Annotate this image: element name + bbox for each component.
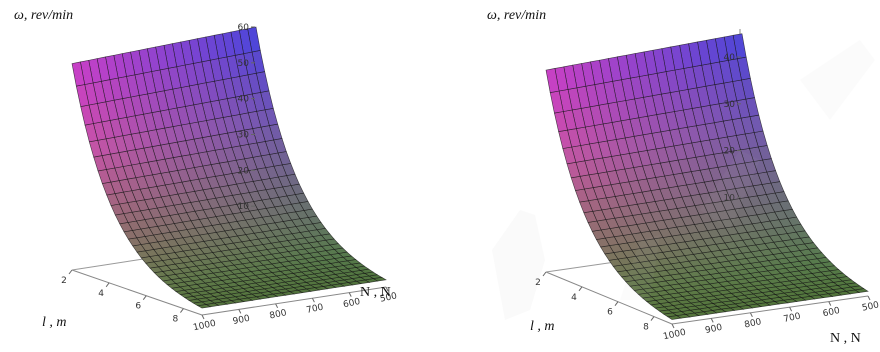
z-axis-label: ω, rev/min [14,8,73,23]
z-tick-label: 30 [724,100,736,110]
z-tick-label: 10 [238,202,250,212]
surface-cell [71,61,86,87]
y-tick-label: 700 [783,312,802,325]
x-tick-label: 2 [535,278,541,288]
x-axis-line [545,271,673,325]
z-tick-label: 60 [238,23,250,33]
x-axis-line [71,269,203,316]
y-tick-mark [238,309,242,314]
x-tick-mark [614,301,619,307]
z-axis-label: ω, rev/min [487,8,546,23]
x-tick-mark [578,286,583,292]
z-tick-label: 40 [724,53,736,63]
x-tick-label: 4 [98,289,104,299]
x-tick-mark [105,282,110,288]
z-tick-label: 20 [238,166,250,176]
y-tick-label: 1000 [192,319,217,334]
y-tick-mark [348,292,352,297]
y-tick-label: 600 [342,297,361,310]
y-tick-label: 800 [744,317,763,330]
x-tick-mark [142,295,147,301]
y-tick-mark [671,323,675,329]
y-tick-label: 600 [822,306,841,319]
x-tick-label: 8 [173,315,179,325]
y-tick-label: 900 [704,323,723,336]
y-tick-mark [867,295,871,301]
y-tick-mark [710,318,714,323]
y-axis-label: N , N [830,331,861,346]
y-tick-label: 900 [232,314,251,327]
z-tick-label: 10 [724,193,736,203]
surface-right [545,33,869,320]
z-tick-label: 40 [238,95,250,105]
z-tick-label: 20 [724,147,736,157]
x-axis-label: l , m [42,315,67,330]
surface-chart-right: ω, rev/min 10 20 30 40 2 4 6 8 1000 900 800 700 600 5… [487,8,880,346]
ticks-right: 10 20 30 40 2 4 6 8 1000 900 800 700 600 500 [535,53,880,342]
y-tick-mark [385,286,389,292]
surface-left [71,26,387,309]
y-tick-label: 800 [269,308,288,321]
y-tick-label: 500 [379,291,398,304]
y-tick-mark [749,312,753,318]
watermark [492,40,875,320]
y-tick-mark [275,303,279,309]
surface-chart-left: ω, rev/min 10 20 30 40 50 60 2 4 6 8 1000 900 800 700… [14,8,398,333]
x-tick-mark [68,269,73,275]
y-axis-line [201,286,387,316]
y-tick-label: 1000 [662,328,687,343]
z-tick-label: 30 [238,131,250,141]
y-tick-mark [828,301,832,306]
y-tick-mark [201,314,205,320]
y-tick-mark [311,297,315,303]
y-axis-line [671,295,869,325]
y-tick-mark [789,306,793,312]
ticks-left: 10 20 30 40 50 60 2 4 6 8 1000 900 800 700 600 500 [61,23,398,333]
surface-cell [545,68,560,93]
y-tick-label: 700 [306,303,325,316]
x-tick-mark [180,308,184,313]
x-axis-label: l , m [530,319,555,334]
x-tick-label: 6 [607,308,613,318]
x-tick-label: 6 [135,302,141,312]
y-axis-label: N , N [360,285,391,300]
z-tick-label: 50 [238,59,250,69]
y-tick-label: 500 [861,300,880,313]
x-tick-mark [650,316,655,321]
x-tick-mark [542,271,547,277]
x-tick-label: 2 [61,276,67,286]
x-tick-label: 4 [571,293,577,303]
x-tick-label: 8 [643,323,649,333]
